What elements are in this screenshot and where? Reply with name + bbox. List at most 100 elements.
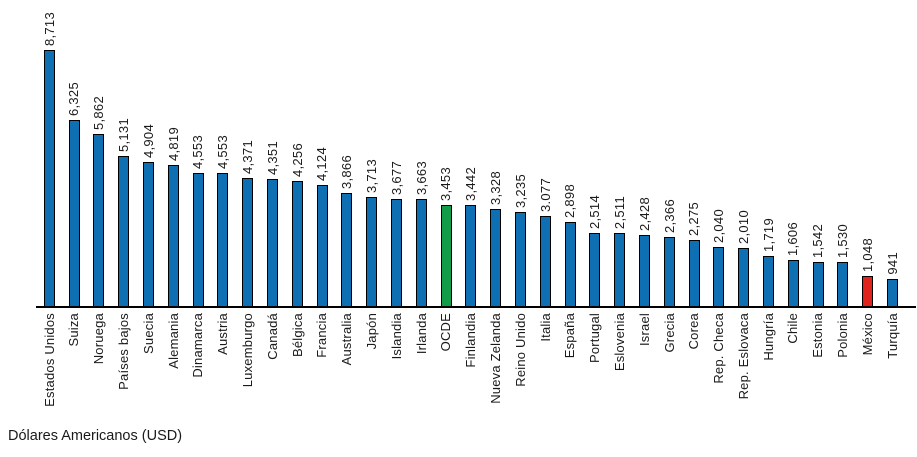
bar-value-label: 3.077 — [537, 177, 553, 212]
bar-value-label: 3,442 — [463, 166, 479, 201]
bar — [589, 233, 601, 307]
bar-slot: 4,351 — [264, 0, 280, 307]
category-slot: Turquía — [880, 307, 905, 427]
category-slot: Grecia — [657, 307, 682, 427]
bar-slot: 3,235 — [513, 0, 528, 307]
bar-slot: 3,663 — [413, 0, 429, 307]
bar-column: 2,428 Israel — [632, 0, 657, 427]
bar-column: 8,713 Estados Unidos — [37, 0, 62, 427]
bar-slot: 3,442 — [463, 0, 479, 307]
bar — [763, 256, 774, 307]
bar-value-label: 4,819 — [165, 126, 181, 161]
bar-value-label: 4,904 — [140, 123, 156, 158]
bar — [291, 181, 303, 307]
category-label: Dinamarca — [190, 313, 206, 378]
bar-value-label: 3,866 — [339, 154, 355, 189]
category-slot: Suiza — [62, 307, 87, 427]
bar-column: 3,235 Reino Unido — [508, 0, 533, 427]
bar — [217, 173, 229, 307]
category-slot: Rep. Eslovaca — [731, 307, 756, 427]
category-label: Luxemburgo — [239, 313, 255, 388]
category-slot: Polonia — [831, 307, 856, 427]
bar — [118, 156, 130, 307]
category-label: Portugal — [587, 313, 603, 364]
bar-column: 1,719 Hungría — [756, 0, 781, 427]
bar-column: 3.077 Italia — [533, 0, 558, 427]
bar-slot: 8,713 — [42, 0, 57, 307]
category-label: Israel — [636, 313, 652, 346]
bar-slot: 2,275 — [686, 0, 701, 307]
bar-slot: 2,428 — [637, 0, 652, 307]
bar-column: 4,371 Luxemburgo — [235, 0, 260, 427]
category-label: Italia — [537, 313, 553, 342]
bar-slot: 3,713 — [364, 0, 379, 307]
category-slot: México — [855, 307, 880, 427]
category-label: Austria — [215, 313, 231, 355]
bar-slot: 2,511 — [612, 0, 627, 307]
category-label: México — [859, 313, 875, 356]
bar-column: 6,325 Suiza — [62, 0, 87, 427]
bar-column: 1,542 Estonia — [806, 0, 831, 427]
bar-value-label: 4,553 — [215, 134, 231, 169]
category-label: Rep. Checa — [711, 313, 727, 384]
bar-slot: 3,328 — [488, 0, 503, 307]
bar-value-label: 1,719 — [760, 217, 776, 252]
bar-slot: 4,904 — [140, 0, 156, 307]
bar-value-label: 2,010 — [735, 209, 751, 244]
category-slot: Luxemburgo — [235, 307, 260, 427]
bar — [490, 209, 502, 307]
category-label: Hungría — [760, 313, 776, 361]
category-label: Estados Unidos — [41, 313, 57, 407]
bar-column: 3,663 Irlanda — [409, 0, 434, 427]
category-label: Estonia — [810, 313, 826, 358]
bar — [465, 205, 477, 307]
category-label: Canadá — [264, 313, 280, 360]
category-slot: Islandia — [384, 307, 409, 427]
bar-value-label: 5,131 — [115, 117, 131, 152]
bar-column: 2,010 Rep. Eslovaca — [731, 0, 756, 427]
bar-value-label: 4,256 — [289, 142, 305, 177]
bar-value-label: 1,048 — [859, 237, 875, 272]
category-label: Irlanda — [413, 313, 429, 355]
category-slot: Francia — [310, 307, 335, 427]
bar — [391, 199, 403, 307]
bar — [515, 212, 527, 307]
bar-column: 1,048 México — [855, 0, 880, 427]
category-label: Francia — [314, 313, 330, 358]
bar-value-label: 3,663 — [413, 160, 429, 195]
bar-column: 5,862 Noruega — [87, 0, 112, 427]
bar-slot: 2,514 — [587, 0, 602, 307]
category-label: Polonia — [835, 313, 851, 358]
bar-value-label: 4,351 — [264, 140, 280, 175]
category-label: Rep. Eslovaca — [735, 313, 751, 400]
category-label: Finlandia — [463, 313, 479, 368]
bar-slot: 2,010 — [735, 0, 751, 307]
bar — [341, 193, 353, 307]
bar-slot: 2,366 — [661, 0, 677, 307]
bar-value-label: 941 — [884, 252, 900, 275]
category-label: Países bajos — [115, 313, 131, 390]
bar-slot: 2,898 — [562, 0, 577, 307]
bar — [192, 173, 204, 307]
category-slot: Australia — [335, 307, 360, 427]
bar — [366, 197, 378, 307]
category-slot: Estonia — [806, 307, 831, 427]
bar-column: 1,606 Chile — [781, 0, 806, 427]
bar — [143, 162, 155, 307]
category-slot: Rep. Checa — [707, 307, 732, 427]
bar-value-label: 2,366 — [661, 198, 677, 233]
bar-slot: 6,325 — [66, 0, 81, 307]
bar — [837, 262, 849, 307]
bar-slot: 1,542 — [810, 0, 825, 307]
bar-column: 3,442 Finlandia — [459, 0, 484, 427]
bar-slot: 1,719 — [760, 0, 776, 307]
bar — [614, 233, 626, 307]
category-label: Alemania — [165, 313, 181, 369]
bar-value-label: 4,124 — [314, 146, 330, 181]
bar-column: 4,553 Dinamarca — [186, 0, 211, 427]
category-label: Reino Unido — [512, 313, 528, 387]
category-label: Japón — [363, 313, 379, 350]
bar-column: 1,530 Polonia — [831, 0, 856, 427]
category-label: Noruega — [91, 313, 107, 365]
